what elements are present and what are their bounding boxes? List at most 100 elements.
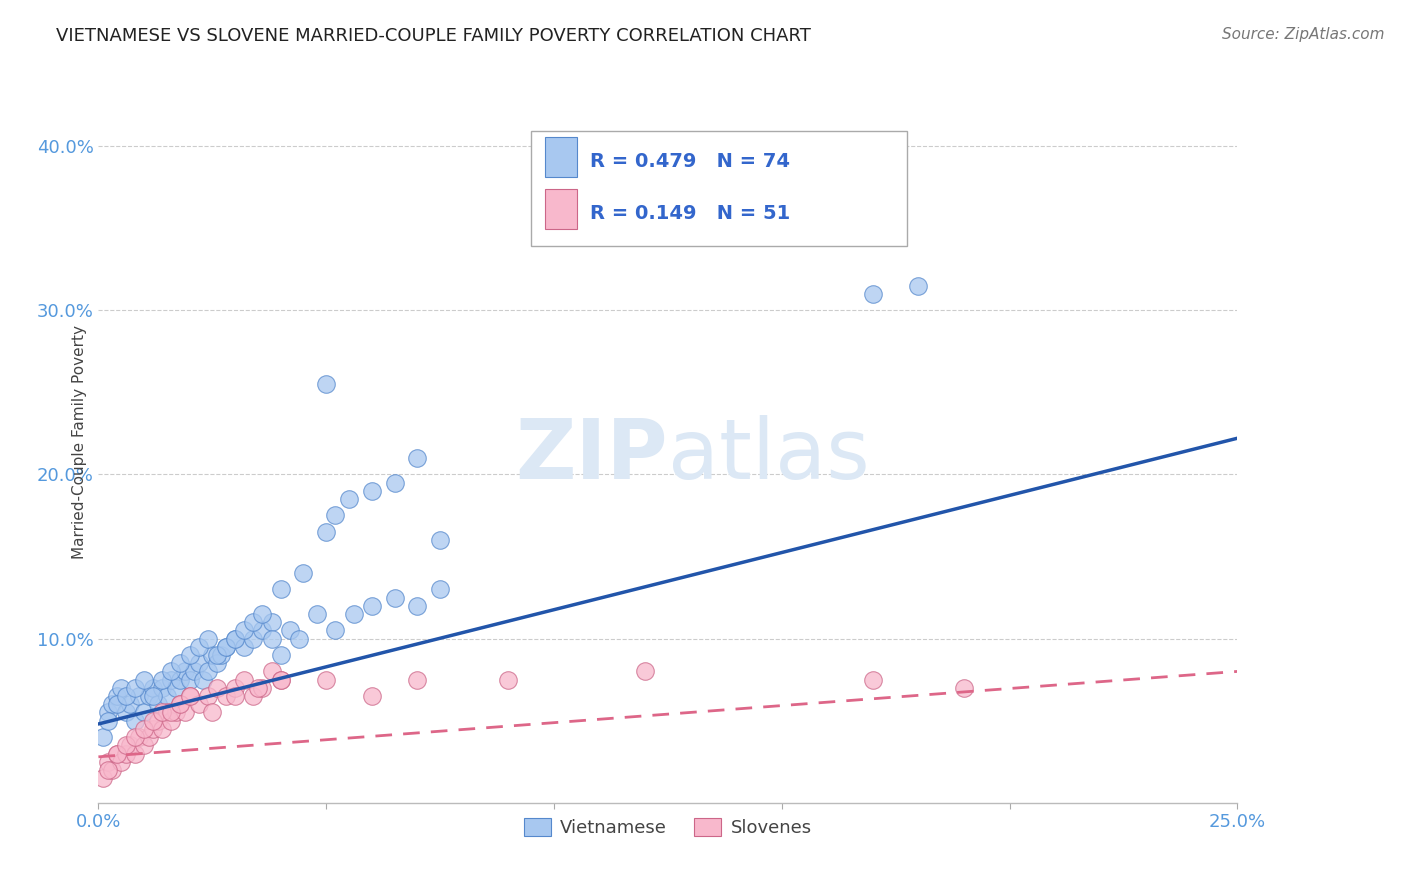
Text: ZIP: ZIP bbox=[516, 416, 668, 497]
Point bbox=[260, 665, 283, 679]
Point bbox=[169, 673, 191, 687]
Point bbox=[138, 730, 160, 744]
Point bbox=[114, 747, 136, 761]
Point bbox=[307, 607, 329, 621]
Point bbox=[406, 599, 429, 613]
Point bbox=[114, 706, 136, 720]
Point bbox=[315, 377, 337, 392]
Point bbox=[187, 640, 209, 654]
Point bbox=[252, 624, 274, 638]
Point bbox=[101, 698, 124, 712]
Point bbox=[215, 640, 238, 654]
Point bbox=[233, 624, 256, 638]
Bar bbox=[546, 137, 576, 178]
Point bbox=[105, 698, 128, 712]
Point bbox=[105, 689, 128, 703]
Y-axis label: Married-Couple Family Poverty: Married-Couple Family Poverty bbox=[72, 325, 87, 558]
Point bbox=[110, 755, 132, 769]
Point bbox=[205, 681, 228, 695]
Point bbox=[224, 689, 246, 703]
Point bbox=[124, 747, 146, 761]
Point bbox=[201, 706, 224, 720]
Point bbox=[160, 665, 183, 679]
Point bbox=[292, 566, 315, 580]
Point bbox=[246, 681, 269, 695]
Point bbox=[96, 706, 118, 720]
Point bbox=[209, 648, 232, 662]
Point bbox=[179, 689, 201, 703]
Point bbox=[91, 730, 114, 744]
Point bbox=[165, 681, 187, 695]
Point bbox=[384, 591, 406, 605]
Point bbox=[342, 607, 364, 621]
Point bbox=[205, 648, 228, 662]
Point bbox=[187, 657, 209, 671]
Point bbox=[146, 714, 169, 728]
Point bbox=[179, 648, 201, 662]
Text: Source: ZipAtlas.com: Source: ZipAtlas.com bbox=[1222, 27, 1385, 42]
Point bbox=[132, 722, 155, 736]
Point bbox=[406, 450, 429, 465]
Point bbox=[142, 689, 165, 703]
Point bbox=[165, 706, 187, 720]
Point bbox=[120, 698, 142, 712]
Point bbox=[179, 673, 201, 687]
Point bbox=[270, 673, 292, 687]
Point bbox=[429, 533, 451, 547]
Point bbox=[150, 722, 173, 736]
Text: VIETNAMESE VS SLOVENE MARRIED-COUPLE FAMILY POVERTY CORRELATION CHART: VIETNAMESE VS SLOVENE MARRIED-COUPLE FAM… bbox=[56, 27, 811, 45]
Point bbox=[156, 689, 179, 703]
Point bbox=[224, 632, 246, 646]
Point bbox=[142, 681, 165, 695]
Point bbox=[142, 714, 165, 728]
Point bbox=[953, 681, 976, 695]
Point bbox=[160, 673, 183, 687]
Point bbox=[174, 665, 197, 679]
Point bbox=[91, 771, 114, 785]
Point bbox=[337, 491, 360, 506]
Point bbox=[105, 747, 128, 761]
Point bbox=[101, 763, 124, 777]
Point bbox=[128, 689, 150, 703]
Point bbox=[360, 689, 382, 703]
Point bbox=[270, 582, 292, 597]
Point bbox=[498, 673, 520, 687]
Point bbox=[146, 698, 169, 712]
Point bbox=[132, 706, 155, 720]
Text: atlas: atlas bbox=[668, 416, 869, 497]
Point bbox=[197, 689, 219, 703]
Point bbox=[96, 714, 118, 728]
Legend: Vietnamese, Slovenes: Vietnamese, Slovenes bbox=[517, 811, 818, 845]
Point bbox=[215, 640, 238, 654]
Point bbox=[260, 615, 283, 630]
Point bbox=[142, 722, 165, 736]
Point bbox=[132, 739, 155, 753]
Point bbox=[132, 673, 155, 687]
Point bbox=[160, 714, 183, 728]
Point bbox=[907, 278, 929, 293]
Point bbox=[187, 698, 209, 712]
Point bbox=[120, 739, 142, 753]
Point bbox=[360, 599, 382, 613]
Point bbox=[138, 689, 160, 703]
Point bbox=[252, 681, 274, 695]
Point bbox=[242, 615, 264, 630]
Point bbox=[150, 673, 173, 687]
Point bbox=[156, 706, 179, 720]
Point bbox=[197, 665, 219, 679]
Point bbox=[150, 706, 173, 720]
Point bbox=[278, 624, 301, 638]
Point bbox=[124, 681, 146, 695]
Point bbox=[201, 648, 224, 662]
Point bbox=[215, 689, 238, 703]
Point bbox=[862, 673, 884, 687]
Point bbox=[260, 632, 283, 646]
Point bbox=[124, 730, 146, 744]
Point bbox=[124, 714, 146, 728]
Point bbox=[323, 624, 346, 638]
Point bbox=[169, 698, 191, 712]
Point bbox=[224, 632, 246, 646]
Point bbox=[233, 673, 256, 687]
Point bbox=[224, 681, 246, 695]
Point bbox=[429, 582, 451, 597]
